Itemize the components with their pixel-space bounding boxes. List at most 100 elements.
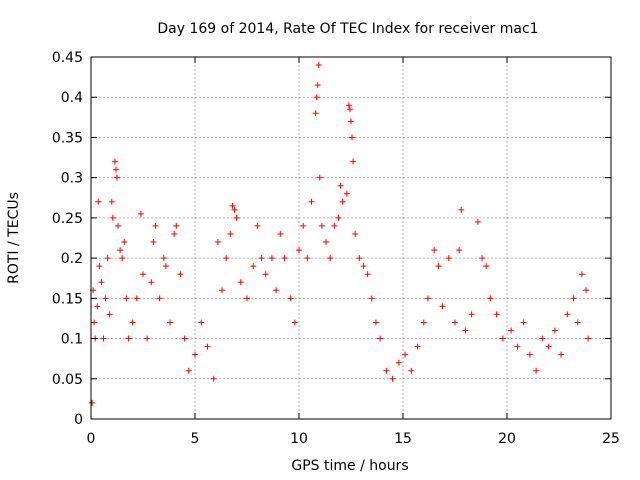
data-point xyxy=(458,206,465,213)
x-tick-label: 15 xyxy=(394,431,412,447)
data-point xyxy=(140,271,146,278)
data-point xyxy=(258,255,265,262)
data-point xyxy=(583,287,590,294)
y-tick-label: 0.25 xyxy=(52,211,83,227)
data-point xyxy=(337,182,344,189)
data-point xyxy=(281,255,288,262)
data-point xyxy=(452,319,458,326)
data-point xyxy=(198,319,205,326)
data-point xyxy=(346,106,353,113)
data-point xyxy=(585,335,592,342)
data-point xyxy=(214,239,221,246)
data-point xyxy=(564,311,571,318)
y-tick-label: 0.1 xyxy=(61,332,83,348)
data-point xyxy=(318,222,325,229)
data-point xyxy=(368,295,375,302)
data-point xyxy=(343,190,350,197)
data-point xyxy=(250,263,257,270)
data-point xyxy=(339,198,346,205)
data-point xyxy=(268,255,275,262)
y-axis-label: ROTI / TECUs xyxy=(6,192,22,284)
x-tick-label: 20 xyxy=(498,431,516,447)
data-point xyxy=(377,335,384,342)
data-point xyxy=(96,263,103,270)
data-point xyxy=(551,327,558,334)
data-point xyxy=(520,319,527,326)
data-point xyxy=(204,343,211,350)
data-point xyxy=(360,263,367,270)
data-point xyxy=(545,343,552,350)
data-point xyxy=(499,335,506,342)
data-point xyxy=(109,214,116,221)
data-point xyxy=(181,335,188,342)
data-point xyxy=(558,351,565,358)
data-point xyxy=(424,295,431,302)
data-point xyxy=(349,134,356,141)
data-point xyxy=(574,319,581,326)
data-point xyxy=(177,271,184,278)
gridlines xyxy=(91,57,611,419)
data-point xyxy=(570,295,577,302)
data-point xyxy=(123,295,130,302)
data-point xyxy=(227,230,234,237)
data-point xyxy=(171,230,178,237)
data-point xyxy=(431,247,438,254)
data-point xyxy=(578,271,585,278)
data-point xyxy=(237,279,244,286)
x-tick-label: 10 xyxy=(290,431,308,447)
data-point xyxy=(111,158,118,165)
data-point xyxy=(125,335,132,342)
data-point xyxy=(95,198,102,205)
data-point xyxy=(231,206,238,213)
y-tick-label: 0.2 xyxy=(61,251,83,267)
data-point xyxy=(150,239,157,246)
data-point xyxy=(137,210,144,217)
data-point xyxy=(300,222,307,229)
data-point xyxy=(514,343,521,350)
data-point xyxy=(89,399,96,406)
data-point xyxy=(350,158,357,165)
data-point xyxy=(323,239,330,246)
data-point xyxy=(102,295,109,302)
data-point xyxy=(487,295,494,302)
data-point xyxy=(468,311,475,318)
data-point xyxy=(308,198,315,205)
y-tick-label: 0.35 xyxy=(52,130,83,146)
data-point xyxy=(119,255,126,262)
data-points xyxy=(89,62,592,406)
data-point xyxy=(94,303,101,310)
y-tick-label: 0 xyxy=(74,412,83,428)
data-point xyxy=(383,367,390,374)
data-point xyxy=(296,247,302,254)
data-point xyxy=(352,230,359,237)
y-tick-label: 0.05 xyxy=(52,372,83,388)
x-tick-label: 0 xyxy=(87,431,96,447)
y-tick-label: 0.45 xyxy=(52,50,83,66)
data-point xyxy=(192,351,198,358)
data-point xyxy=(173,222,180,229)
data-point xyxy=(327,255,334,262)
data-point xyxy=(91,319,98,326)
data-point xyxy=(223,255,230,262)
data-point xyxy=(287,295,294,302)
data-point xyxy=(114,174,120,181)
data-point xyxy=(121,239,128,246)
data-point xyxy=(389,375,396,382)
data-point xyxy=(254,222,261,229)
data-point xyxy=(395,359,402,366)
data-point xyxy=(479,255,486,262)
data-point xyxy=(262,271,269,278)
x-axis-label: GPS time / hours xyxy=(291,458,408,474)
axis-ticks: 0 0.05 0.1 0.15 0.2 0.25 0.3 0.35 0.4 0.45 0 5 10 15 2… xyxy=(52,50,620,447)
data-point xyxy=(335,214,342,221)
data-point xyxy=(456,247,463,254)
y-tick-label: 0.4 xyxy=(61,90,83,106)
data-point xyxy=(152,222,159,229)
data-point xyxy=(315,62,322,69)
data-point xyxy=(372,319,379,326)
data-point xyxy=(462,327,469,334)
data-point xyxy=(316,174,323,181)
data-point xyxy=(439,303,446,310)
data-point xyxy=(185,367,192,374)
